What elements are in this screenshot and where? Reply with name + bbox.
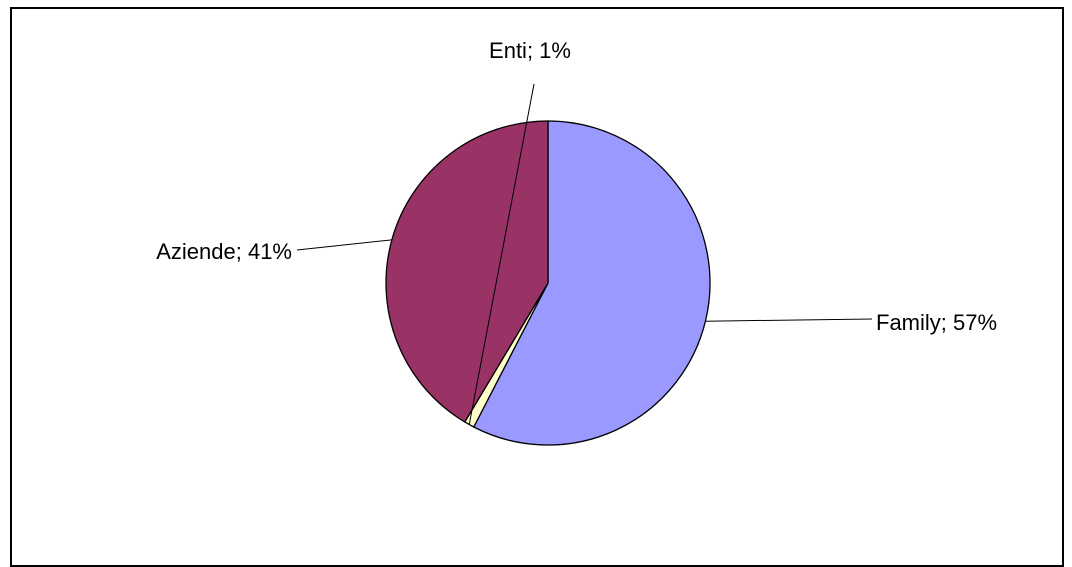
label-family: Family; 57% xyxy=(876,310,997,335)
label-aziende: Aziende; 41% xyxy=(156,239,292,264)
slice-aziende xyxy=(385,120,549,423)
leader-line-aziende xyxy=(296,239,392,251)
leader-line-family xyxy=(705,318,873,322)
leader-lines xyxy=(296,83,873,425)
slice-labels: Family; 57% Enti; 1% Aziende; 41% xyxy=(156,38,997,335)
leader-line-enti xyxy=(468,83,535,425)
pie-slices xyxy=(385,120,711,446)
label-enti: Enti; 1% xyxy=(489,38,571,63)
